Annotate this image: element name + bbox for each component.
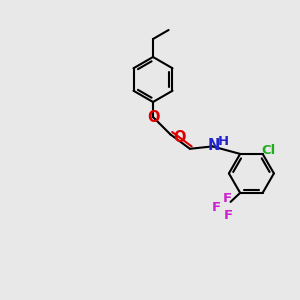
Text: F: F (224, 209, 233, 223)
Text: F: F (212, 201, 221, 214)
Text: O: O (173, 130, 186, 145)
Text: H: H (218, 134, 230, 148)
Text: O: O (147, 110, 159, 124)
Text: N: N (207, 138, 220, 153)
Text: Cl: Cl (261, 144, 275, 157)
Text: F: F (223, 192, 232, 206)
